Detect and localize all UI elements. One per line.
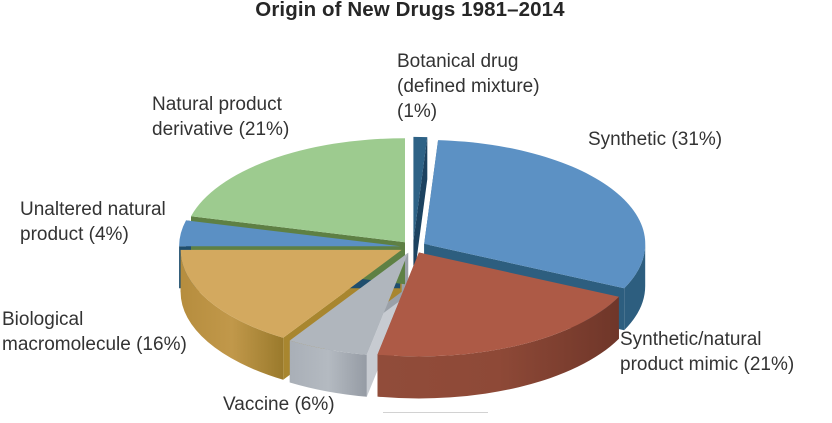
callout-biological-line: Biological [2, 309, 84, 330]
pie-slice-mimic [377, 252, 619, 357]
pie-slice-synthetic-rim [624, 243, 646, 331]
pie-slice-biological-rim [180, 249, 284, 380]
callout-botanical-line: Botanical drug [397, 51, 519, 72]
callout-botanical-line: (1%) [397, 101, 438, 122]
callout-botanical: Botanical drug (defined mixture) (1%) [397, 49, 540, 124]
callout-unaltered-line: product (4%) [20, 224, 129, 245]
pie-slice-synthetic [424, 140, 646, 289]
stray-rule [383, 412, 488, 413]
callout-vaccine: Vaccine (6%) [223, 392, 335, 417]
callout-biological: Biological macromolecule (16%) [2, 307, 187, 357]
callout-derivative-line: Natural product [152, 94, 282, 115]
callout-vaccine-line: Vaccine (6%) [223, 394, 335, 415]
callout-mimic: Synthetic/natural product mimic (21%) [620, 327, 794, 377]
callout-synthetic-line: Synthetic (31%) [588, 129, 723, 150]
pie-slice-unaltered [179, 220, 401, 247]
callout-biological-line: macromolecule (16%) [2, 334, 187, 355]
pie-slice-botanical-cut-face [413, 137, 428, 283]
callout-derivative-line: derivative (21%) [152, 119, 290, 140]
callout-unaltered: Unaltered natural product (4%) [20, 197, 166, 247]
callout-mimic-line: Synthetic/natural [620, 329, 762, 350]
callout-botanical-line: (defined mixture) [397, 76, 540, 97]
pie-slice-mimic-rim [377, 296, 619, 399]
pie-slice-botanical [413, 136, 428, 241]
chart-title: Origin of New Drugs 1981–2014 [255, 0, 565, 21]
pie-slice-vaccine [289, 252, 409, 355]
callout-derivative: Natural product derivative (21%) [152, 92, 289, 142]
pie-slice-vaccine-rim [289, 340, 367, 397]
pie-slice-biological [180, 249, 402, 338]
callout-mimic-line: product mimic (21%) [620, 354, 795, 375]
pie-slice-derivative [191, 138, 405, 243]
callout-unaltered-line: Unaltered natural [20, 199, 166, 220]
callout-synthetic: Synthetic (31%) [588, 127, 722, 152]
